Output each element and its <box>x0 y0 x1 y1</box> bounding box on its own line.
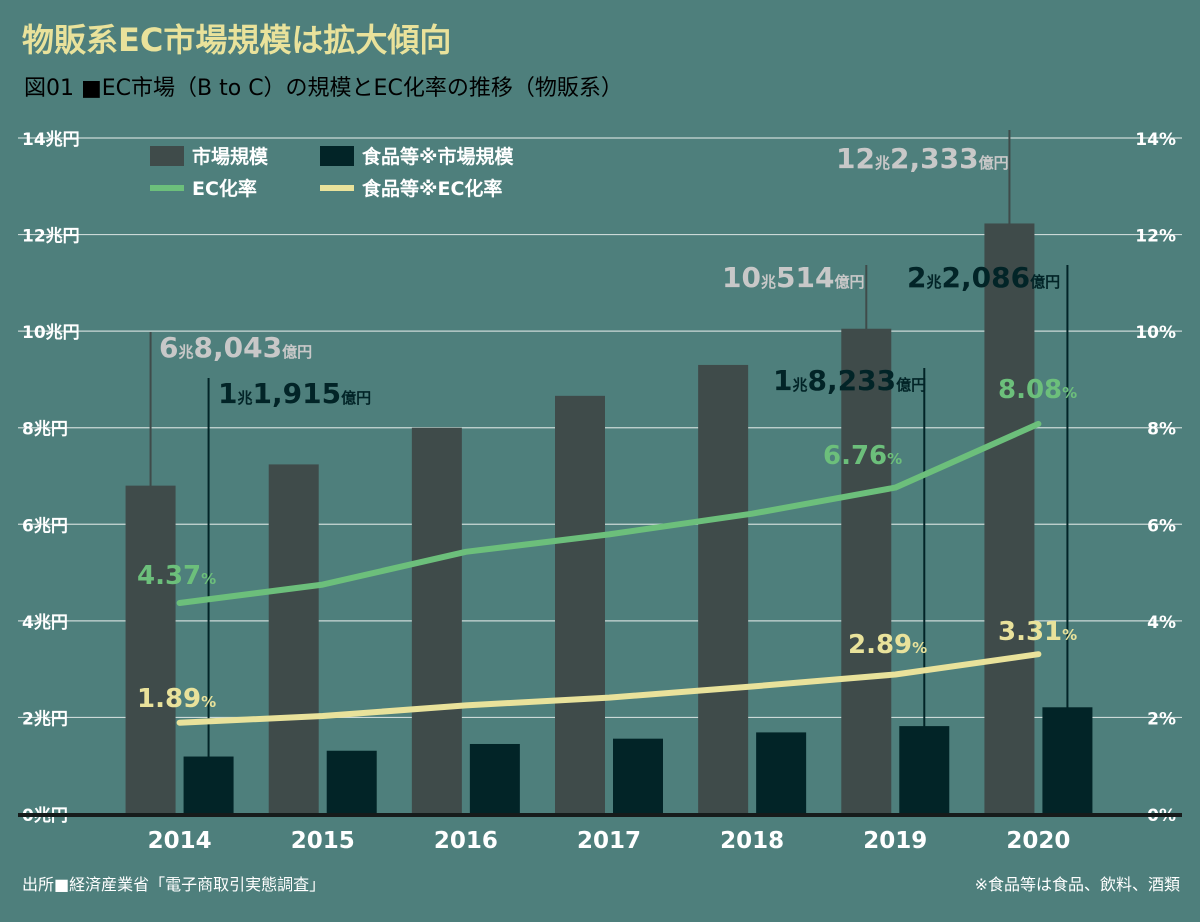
y2-tick-label: 4% <box>1147 613 1176 633</box>
legend-label: 市場規模 <box>192 145 269 168</box>
rate-label: 2.89% <box>848 630 927 660</box>
bar-market-2015 <box>269 464 319 814</box>
y-tick-label: 8兆円 <box>22 420 68 440</box>
rate-label: 1.89% <box>137 684 216 714</box>
bar-market-2018 <box>698 365 748 814</box>
legend-label: 食品等※EC化率 <box>362 177 502 200</box>
x-tick-label: 2020 <box>1006 828 1070 854</box>
x-tick-label: 2014 <box>148 828 212 854</box>
y-tick-label: 4兆円 <box>22 613 68 633</box>
y2-tick-label: 12% <box>1135 227 1176 247</box>
bar-food-2014 <box>184 757 234 814</box>
legend-swatch <box>150 185 184 191</box>
bar-food-2020 <box>1042 707 1092 814</box>
bar-food-2017 <box>613 739 663 814</box>
bar-market-2014 <box>126 486 176 814</box>
x-tick-label: 2019 <box>863 828 927 854</box>
y2-tick-label: 6% <box>1147 516 1176 536</box>
bar-market-2019 <box>841 329 891 814</box>
bar-food-2019 <box>899 726 949 814</box>
y-tick-label: 6兆円 <box>22 516 68 536</box>
bar-market-2020 <box>984 223 1034 814</box>
chart-subtitle: 図01 ■EC市場（B to C）の規模とEC化率の推移（物販系） <box>24 76 623 101</box>
value-label: 1兆8,233億円 <box>773 364 926 397</box>
bar-market-2016 <box>412 428 462 814</box>
x-tick-label: 2018 <box>720 828 784 854</box>
chart-title: 物販系EC市場規模は拡大傾向 <box>22 21 451 59</box>
y-tick-label: 14兆円 <box>22 130 80 150</box>
y-tick-label: 12兆円 <box>22 227 80 247</box>
x-tick-label: 2015 <box>291 828 355 854</box>
value-label: 12兆2,333億円 <box>836 142 1009 175</box>
legend-swatch <box>320 185 354 191</box>
y2-tick-label: 8% <box>1147 420 1176 440</box>
bar-food-2015 <box>327 751 377 814</box>
y2-tick-label: 10% <box>1135 323 1176 343</box>
y-tick-label: 10兆円 <box>22 323 80 343</box>
legend-swatch <box>150 146 184 166</box>
value-label: 2兆2,086億円 <box>907 261 1060 294</box>
legend-swatch <box>320 146 354 166</box>
rate-label: 8.08% <box>998 375 1077 405</box>
x-tick-label: 2016 <box>434 828 498 854</box>
bar-market-2017 <box>555 396 605 814</box>
y2-tick-label: 14% <box>1135 130 1176 150</box>
bar-food-2016 <box>470 744 520 814</box>
rate-label: 4.37% <box>137 561 216 591</box>
legend-label: 食品等※市場規模 <box>362 145 514 168</box>
bar-food-2018 <box>756 732 806 814</box>
footnote: ※食品等は食品、飲料、酒類 <box>975 875 1180 894</box>
x-tick-label: 2017 <box>577 828 641 854</box>
value-label: 1兆1,915億円 <box>218 377 371 410</box>
plot-area: 0兆円0%2兆円2%4兆円4%6兆円6%8兆円8%10兆円10%12兆円12%1… <box>18 130 1182 854</box>
value-label: 6兆8,043億円 <box>159 331 312 364</box>
value-label: 10兆514億円 <box>722 261 864 294</box>
y-tick-label: 2兆円 <box>22 709 68 729</box>
source-note: 出所■経済産業省「電子商取引実態調査」 <box>22 875 325 894</box>
legend-label: EC化率 <box>192 177 257 200</box>
rate-label: 3.31% <box>998 617 1077 647</box>
y2-tick-label: 2% <box>1147 709 1176 729</box>
